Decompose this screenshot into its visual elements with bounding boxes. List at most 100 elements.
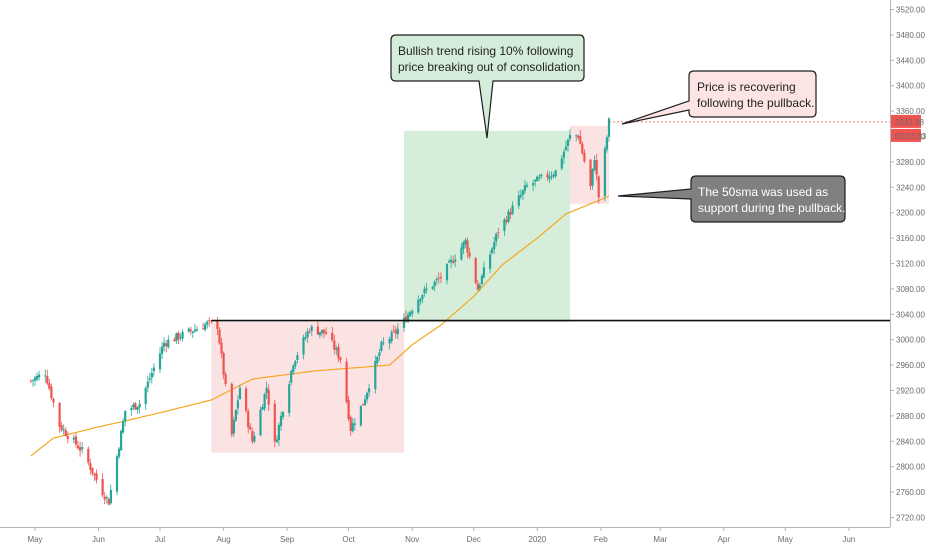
candle-body xyxy=(60,425,63,431)
candle xyxy=(482,261,485,279)
y-tick-label: 2840.00 xyxy=(896,437,925,446)
candle-body xyxy=(331,332,334,340)
y-axis[interactable]: 2720.00 2760.00 2800.00 2840.00 2880.00 2920.… xyxy=(890,0,925,527)
candle-body xyxy=(322,329,326,334)
candle-body xyxy=(35,376,39,380)
candle xyxy=(173,337,176,342)
candle-body xyxy=(460,247,463,260)
candle xyxy=(534,179,537,187)
candle xyxy=(261,403,264,411)
candle xyxy=(158,347,162,373)
candle-body xyxy=(445,264,449,281)
candle-body xyxy=(548,176,551,180)
candle-body xyxy=(382,342,385,344)
annotation-price-recovering[interactable]: Price is recovering following the pullba… xyxy=(621,70,817,125)
candle xyxy=(388,336,391,350)
y-tick-label: 3520.00 xyxy=(896,6,925,15)
candle-body xyxy=(265,387,268,394)
candle-body xyxy=(462,242,465,249)
candle-body xyxy=(568,134,572,139)
candle-body xyxy=(534,179,537,182)
candle xyxy=(378,348,381,361)
candle xyxy=(390,329,393,344)
candle xyxy=(161,341,164,359)
candle xyxy=(480,273,483,286)
candle xyxy=(249,423,252,431)
candle-body xyxy=(247,411,250,428)
candle xyxy=(345,358,348,404)
candle xyxy=(349,415,352,436)
candle xyxy=(462,240,465,255)
candle xyxy=(79,441,82,457)
candle-body xyxy=(605,137,608,150)
candle-body xyxy=(448,261,451,263)
candle xyxy=(468,247,471,260)
candle xyxy=(290,369,293,386)
candle-body xyxy=(181,331,184,339)
candle-body xyxy=(325,332,328,334)
candle-body xyxy=(388,339,391,344)
candle xyxy=(187,327,190,334)
candle xyxy=(579,130,582,145)
candle-body xyxy=(238,387,242,399)
candle xyxy=(361,403,365,406)
candle xyxy=(208,317,211,327)
candle xyxy=(589,158,592,191)
candle xyxy=(521,189,524,200)
candle-body xyxy=(511,205,514,214)
candle-body xyxy=(562,151,565,158)
candle xyxy=(191,330,194,338)
y-tick-label: 2920.00 xyxy=(896,387,925,396)
candle xyxy=(347,395,350,422)
candle-body xyxy=(193,329,196,332)
candle-body xyxy=(304,337,307,339)
candle-body xyxy=(437,278,440,279)
candle xyxy=(583,149,586,164)
candle xyxy=(302,334,305,360)
candle xyxy=(351,417,354,433)
candle-body xyxy=(288,384,291,413)
candle xyxy=(554,169,557,178)
candle-body xyxy=(351,423,354,432)
annotation-sma-support-line-2: support during the pullback. xyxy=(698,201,845,215)
candle-body xyxy=(189,329,192,332)
zone-bullish-trend xyxy=(404,130,571,322)
candle-body xyxy=(150,373,153,378)
candle xyxy=(603,145,606,202)
candle-body xyxy=(320,330,324,334)
y-tick-label: 2880.00 xyxy=(896,412,925,421)
candle-body xyxy=(245,388,248,411)
candle xyxy=(435,276,438,285)
candle-body xyxy=(583,152,586,162)
candle-body xyxy=(202,328,205,330)
candle-body xyxy=(497,232,500,233)
candle-body xyxy=(275,439,278,443)
x-axis-ticks: May Jun Jul Aug Sep Oct Nov Dec 2020 Feb Mar Apr May… xyxy=(27,527,855,544)
candle xyxy=(552,172,555,179)
candle xyxy=(433,279,436,292)
candle-body xyxy=(91,468,94,474)
candle-body xyxy=(345,361,348,402)
candle-body xyxy=(81,447,84,450)
candle xyxy=(507,209,510,224)
candle xyxy=(58,401,61,433)
candle xyxy=(491,247,494,255)
candle-body xyxy=(374,361,377,390)
candle-body xyxy=(310,326,313,331)
candle-body xyxy=(62,429,65,431)
annotation-sma-support[interactable]: The 50sma was used as support during the… xyxy=(617,175,846,223)
candle xyxy=(77,440,80,450)
candle xyxy=(218,327,221,345)
candle xyxy=(265,381,268,399)
annotation-bullish-trend[interactable]: Bullish trend rising 10% following price… xyxy=(390,34,585,139)
x-axis[interactable]: May Jun Jul Aug Sep Oct Nov Dec 2020 Feb Mar Apr May… xyxy=(0,527,890,544)
y-tick-label: 3440.00 xyxy=(896,56,925,65)
y-tick-label: 2720.00 xyxy=(896,514,925,523)
candle xyxy=(181,329,184,342)
y-axis-ticks: 2720.00 2760.00 2800.00 2840.00 2880.00 2920.… xyxy=(890,6,925,523)
candle-body xyxy=(591,169,594,186)
y-tick-label: 3480.00 xyxy=(896,31,925,40)
candle xyxy=(581,141,584,155)
candle-body xyxy=(519,195,522,197)
